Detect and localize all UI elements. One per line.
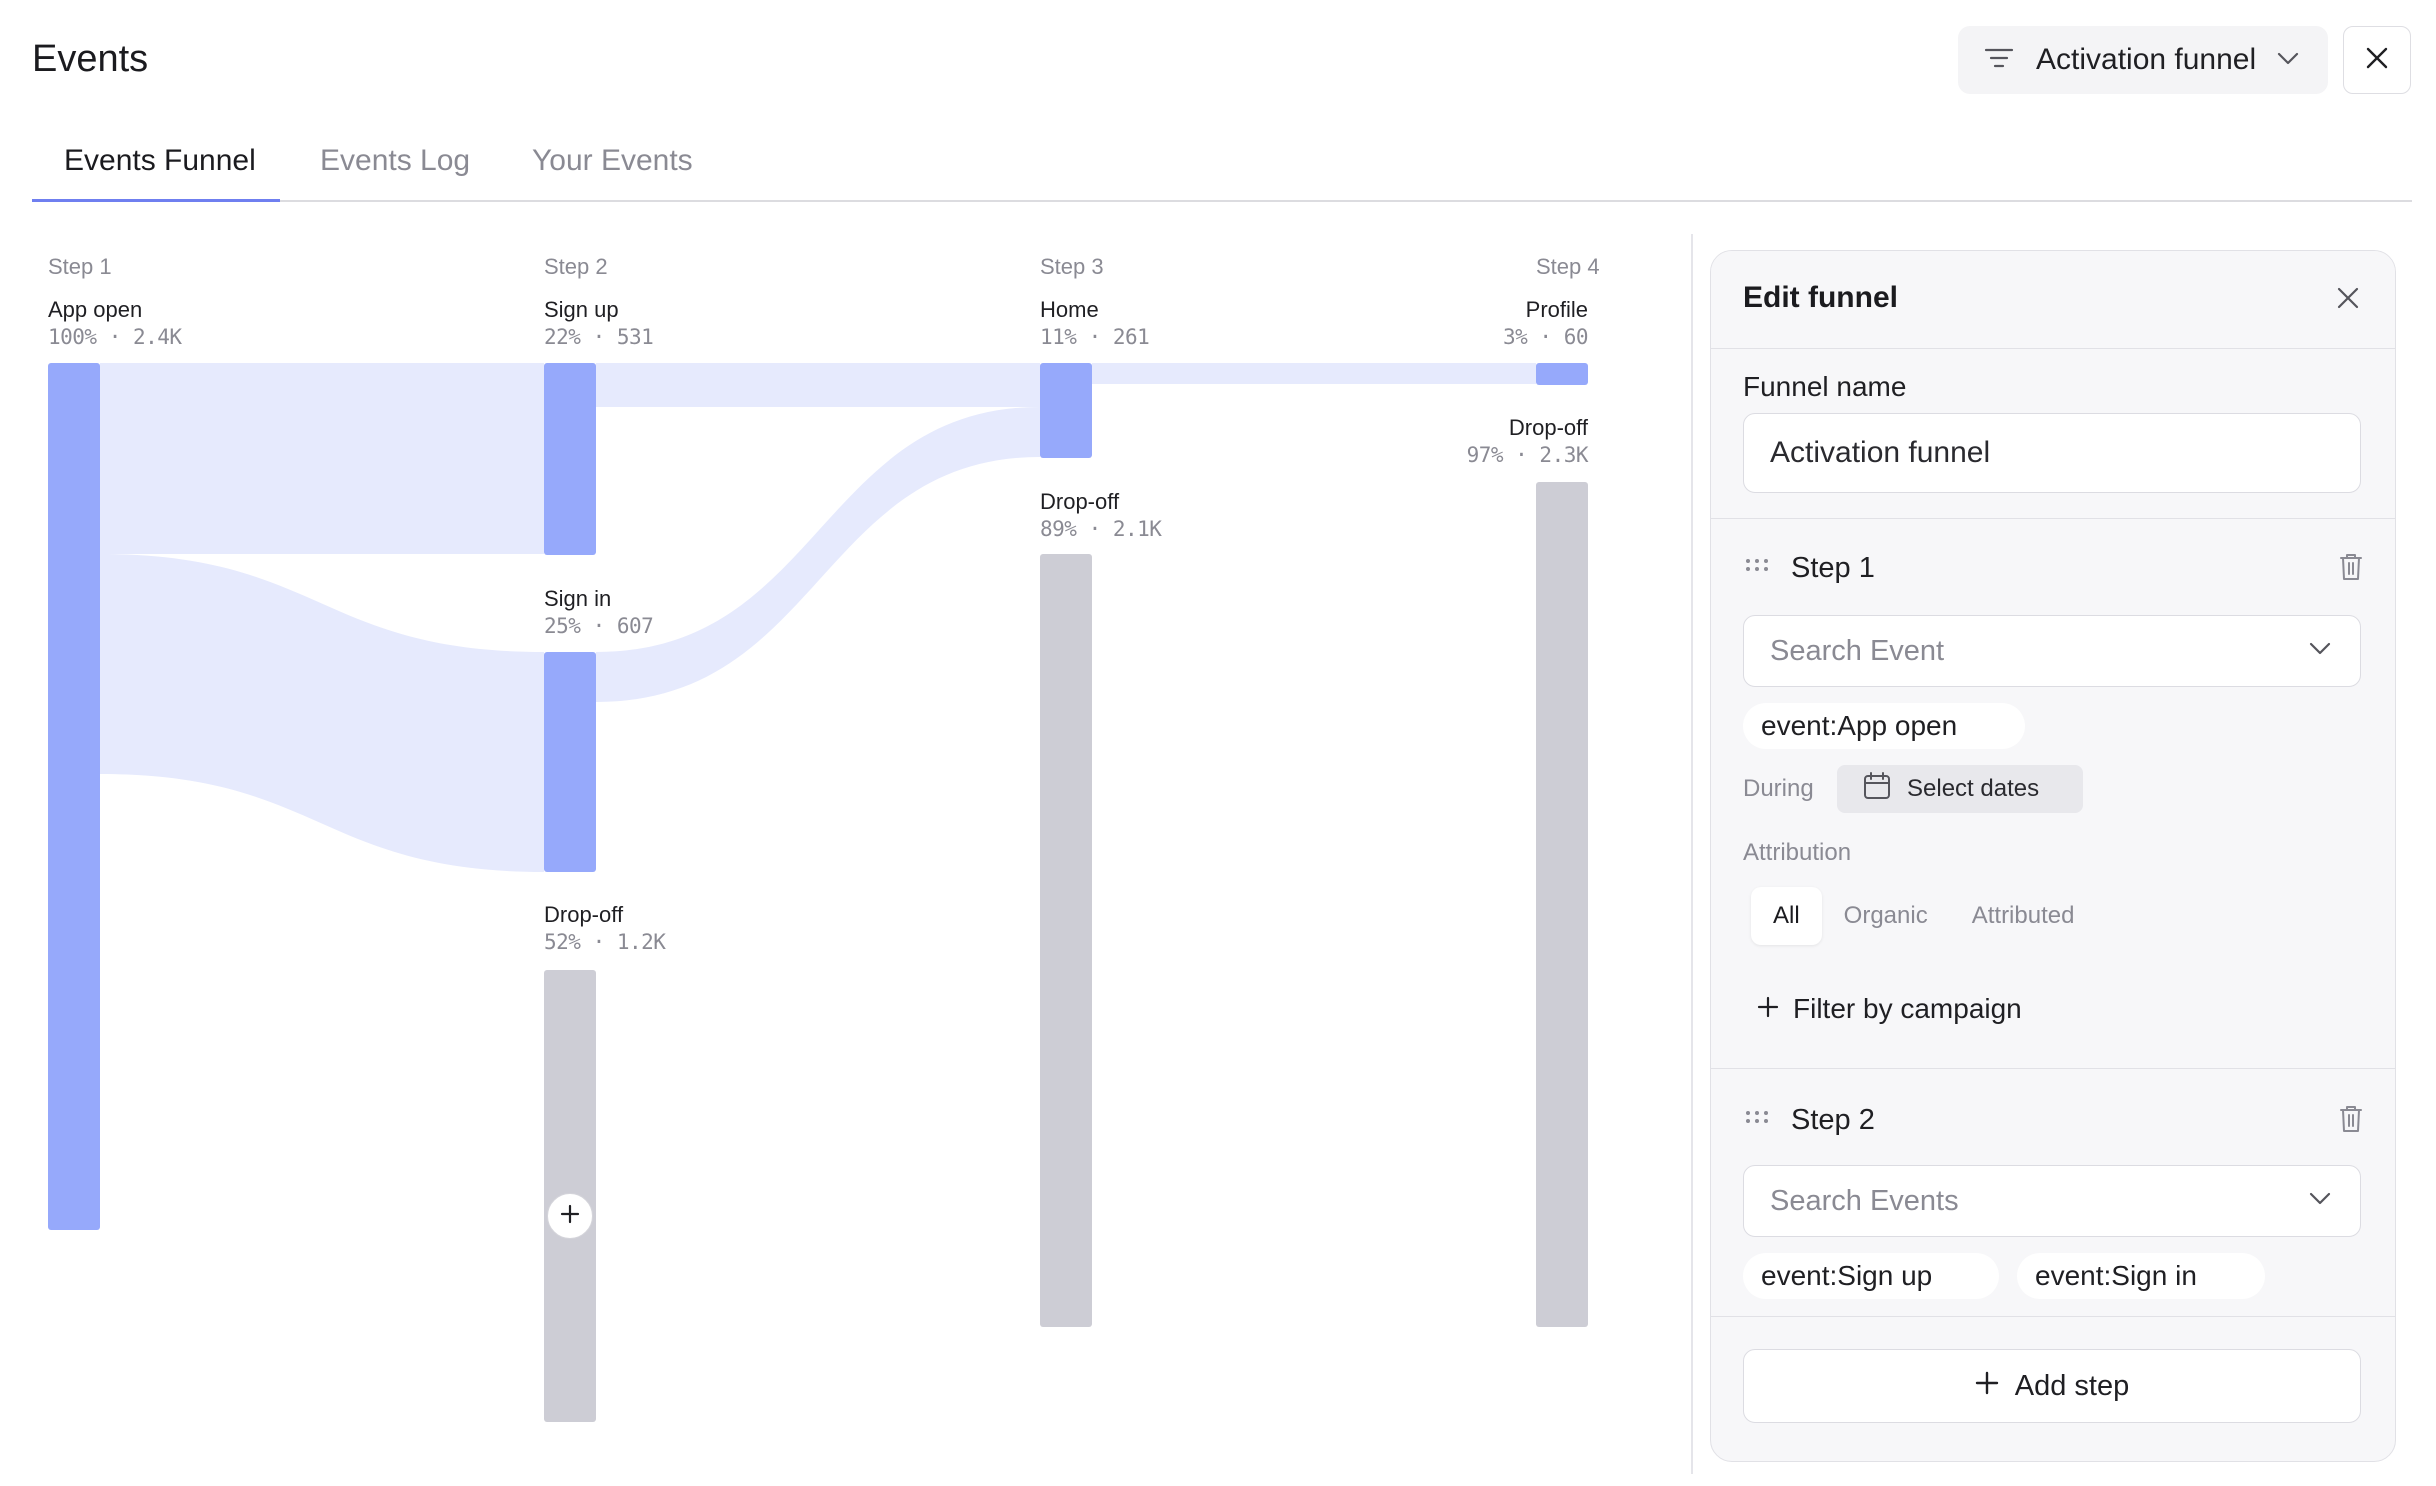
chevron-down-icon — [2308, 1190, 2332, 1211]
bar-sign-in — [544, 652, 596, 872]
add-node-button[interactable] — [547, 1193, 593, 1239]
event-chip[interactable]: event:Sign up — [1743, 1253, 1999, 1299]
panel-title: Edit funnel — [1743, 281, 1898, 314]
bar-app-open — [48, 363, 100, 1230]
panel-divider — [1691, 234, 1693, 1474]
chevron-down-icon — [2308, 640, 2332, 661]
step-2-event-select[interactable]: Search Events — [1743, 1165, 2361, 1237]
calendar-icon — [1863, 771, 1891, 807]
node-name-drop-off-4: Drop-off — [1508, 415, 1588, 440]
funnel-select[interactable]: Activation funnel — [1958, 26, 2328, 94]
close-button[interactable] — [2343, 26, 2411, 94]
funnel-select-label: Activation funnel — [2036, 43, 2257, 76]
node-meta-sign-in: 25% · 607 — [544, 614, 654, 638]
flow-sign-up-to-home — [596, 363, 1040, 407]
filter-icon — [1984, 47, 2014, 74]
tab-bar: Events Funnel Events Log Your Events — [32, 128, 2412, 202]
step-2-section: Step 2 Search Events event:Sign up event… — [1711, 1069, 2395, 1317]
node-meta-drop-off-3: 89% · 2.1K — [1040, 517, 1162, 541]
drag-handle-icon[interactable] — [1745, 1109, 1769, 1130]
close-icon[interactable] — [2335, 285, 2361, 316]
bar-drop-off-step-4 — [1536, 482, 1588, 1327]
step-1-select-placeholder: Search Event — [1770, 635, 1945, 667]
add-step-button[interactable]: Add step — [1743, 1349, 2361, 1423]
step-label-3: Step 3 — [1040, 254, 1104, 279]
step-2-title: Step 2 — [1791, 1104, 1875, 1136]
attribution-option-all[interactable]: All — [1751, 887, 1822, 945]
node-meta-drop-off-4: 97% · 2.3K — [1466, 443, 1589, 467]
plus-icon — [560, 1204, 580, 1229]
panel-header: Edit funnel — [1711, 251, 2395, 349]
trash-icon[interactable] — [2339, 553, 2363, 586]
step-1-event-select[interactable]: Search Event — [1743, 615, 2361, 687]
node-name-drop-off-2: Drop-off — [544, 902, 624, 927]
tab-events-funnel[interactable]: Events Funnel — [64, 144, 256, 177]
event-chip[interactable]: event:Sign in — [2017, 1253, 2265, 1299]
bar-profile — [1536, 363, 1588, 385]
funnel-name-label: Funnel name — [1743, 371, 1907, 402]
step-2-select-placeholder: Search Events — [1770, 1185, 1959, 1217]
node-meta-drop-off-2: 52% · 1.2K — [544, 930, 666, 954]
flow-sign-in-to-home — [596, 407, 1040, 702]
during-label: During — [1743, 775, 1814, 802]
attribution-option-attributed[interactable]: Attributed — [1971, 902, 2075, 929]
node-meta-sign-up: 22% · 531 — [544, 325, 654, 349]
active-tab-indicator — [32, 199, 280, 202]
page-title: Events — [32, 38, 149, 80]
edit-funnel-panel: Edit funnel Funnel name Step 1 Search Ev… — [1710, 250, 2396, 1462]
flow-home-to-profile — [1092, 363, 1536, 384]
filter-by-campaign-label: Filter by campaign — [1793, 993, 2022, 1024]
node-name-profile: Profile — [1525, 297, 1588, 322]
funnel-chart: Step 1 Step 2 Step 3 Step 4 App open 100… — [0, 232, 1690, 1486]
bar-home — [1040, 363, 1092, 458]
select-dates-button[interactable]: Select dates — [1837, 765, 2083, 813]
select-dates-label: Select dates — [1907, 775, 2040, 802]
node-name-app-open: App open — [48, 297, 143, 322]
plus-icon — [1757, 993, 1779, 1025]
add-step-label: Add step — [2014, 1369, 2130, 1402]
bar-drop-off-step-3 — [1040, 554, 1092, 1327]
funnel-flows — [48, 363, 1588, 1422]
tab-your-events[interactable]: Your Events — [532, 144, 693, 177]
flow-app-open-to-sign-in — [100, 554, 544, 872]
close-icon — [2364, 45, 2390, 76]
chevron-down-icon — [2276, 50, 2300, 71]
step-label-2: Step 2 — [544, 254, 608, 279]
add-step-section: Add step — [1711, 1317, 2395, 1457]
funnel-name-section: Funnel name — [1711, 349, 2395, 519]
drag-handle-icon[interactable] — [1745, 557, 1769, 578]
node-name-home: Home — [1040, 297, 1099, 322]
tab-events-log[interactable]: Events Log — [320, 144, 471, 177]
step-label-1: Step 1 — [48, 254, 112, 279]
event-chip[interactable]: event:App open — [1743, 703, 2025, 749]
attribution-option-organic[interactable]: Organic — [1843, 902, 1928, 929]
step-1-title: Step 1 — [1791, 552, 1875, 584]
step-label-4: Step 4 — [1536, 254, 1600, 279]
bar-sign-up — [544, 363, 596, 555]
funnel-name-input[interactable] — [1743, 413, 2361, 493]
step-1-section: Step 1 Search Event event:App open Durin… — [1711, 519, 2395, 1069]
filter-by-campaign-button[interactable]: Filter by campaign — [1757, 993, 2022, 1025]
node-meta-profile: 3% · 60 — [1502, 325, 1589, 349]
plus-icon — [1975, 1370, 1999, 1403]
attribution-segmented-control: All Organic Attributed — [1743, 885, 2096, 947]
node-name-sign-in: Sign in — [544, 586, 612, 611]
node-name-drop-off-3: Drop-off — [1040, 489, 1120, 514]
attribution-label: Attribution — [1743, 839, 1852, 866]
node-meta-home: 11% · 261 — [1040, 325, 1150, 349]
node-meta-app-open: 100% · 2.4K — [48, 325, 182, 349]
trash-icon[interactable] — [2339, 1105, 2363, 1138]
node-name-sign-up: Sign up — [544, 297, 619, 322]
flow-app-open-to-sign-up — [100, 363, 544, 554]
